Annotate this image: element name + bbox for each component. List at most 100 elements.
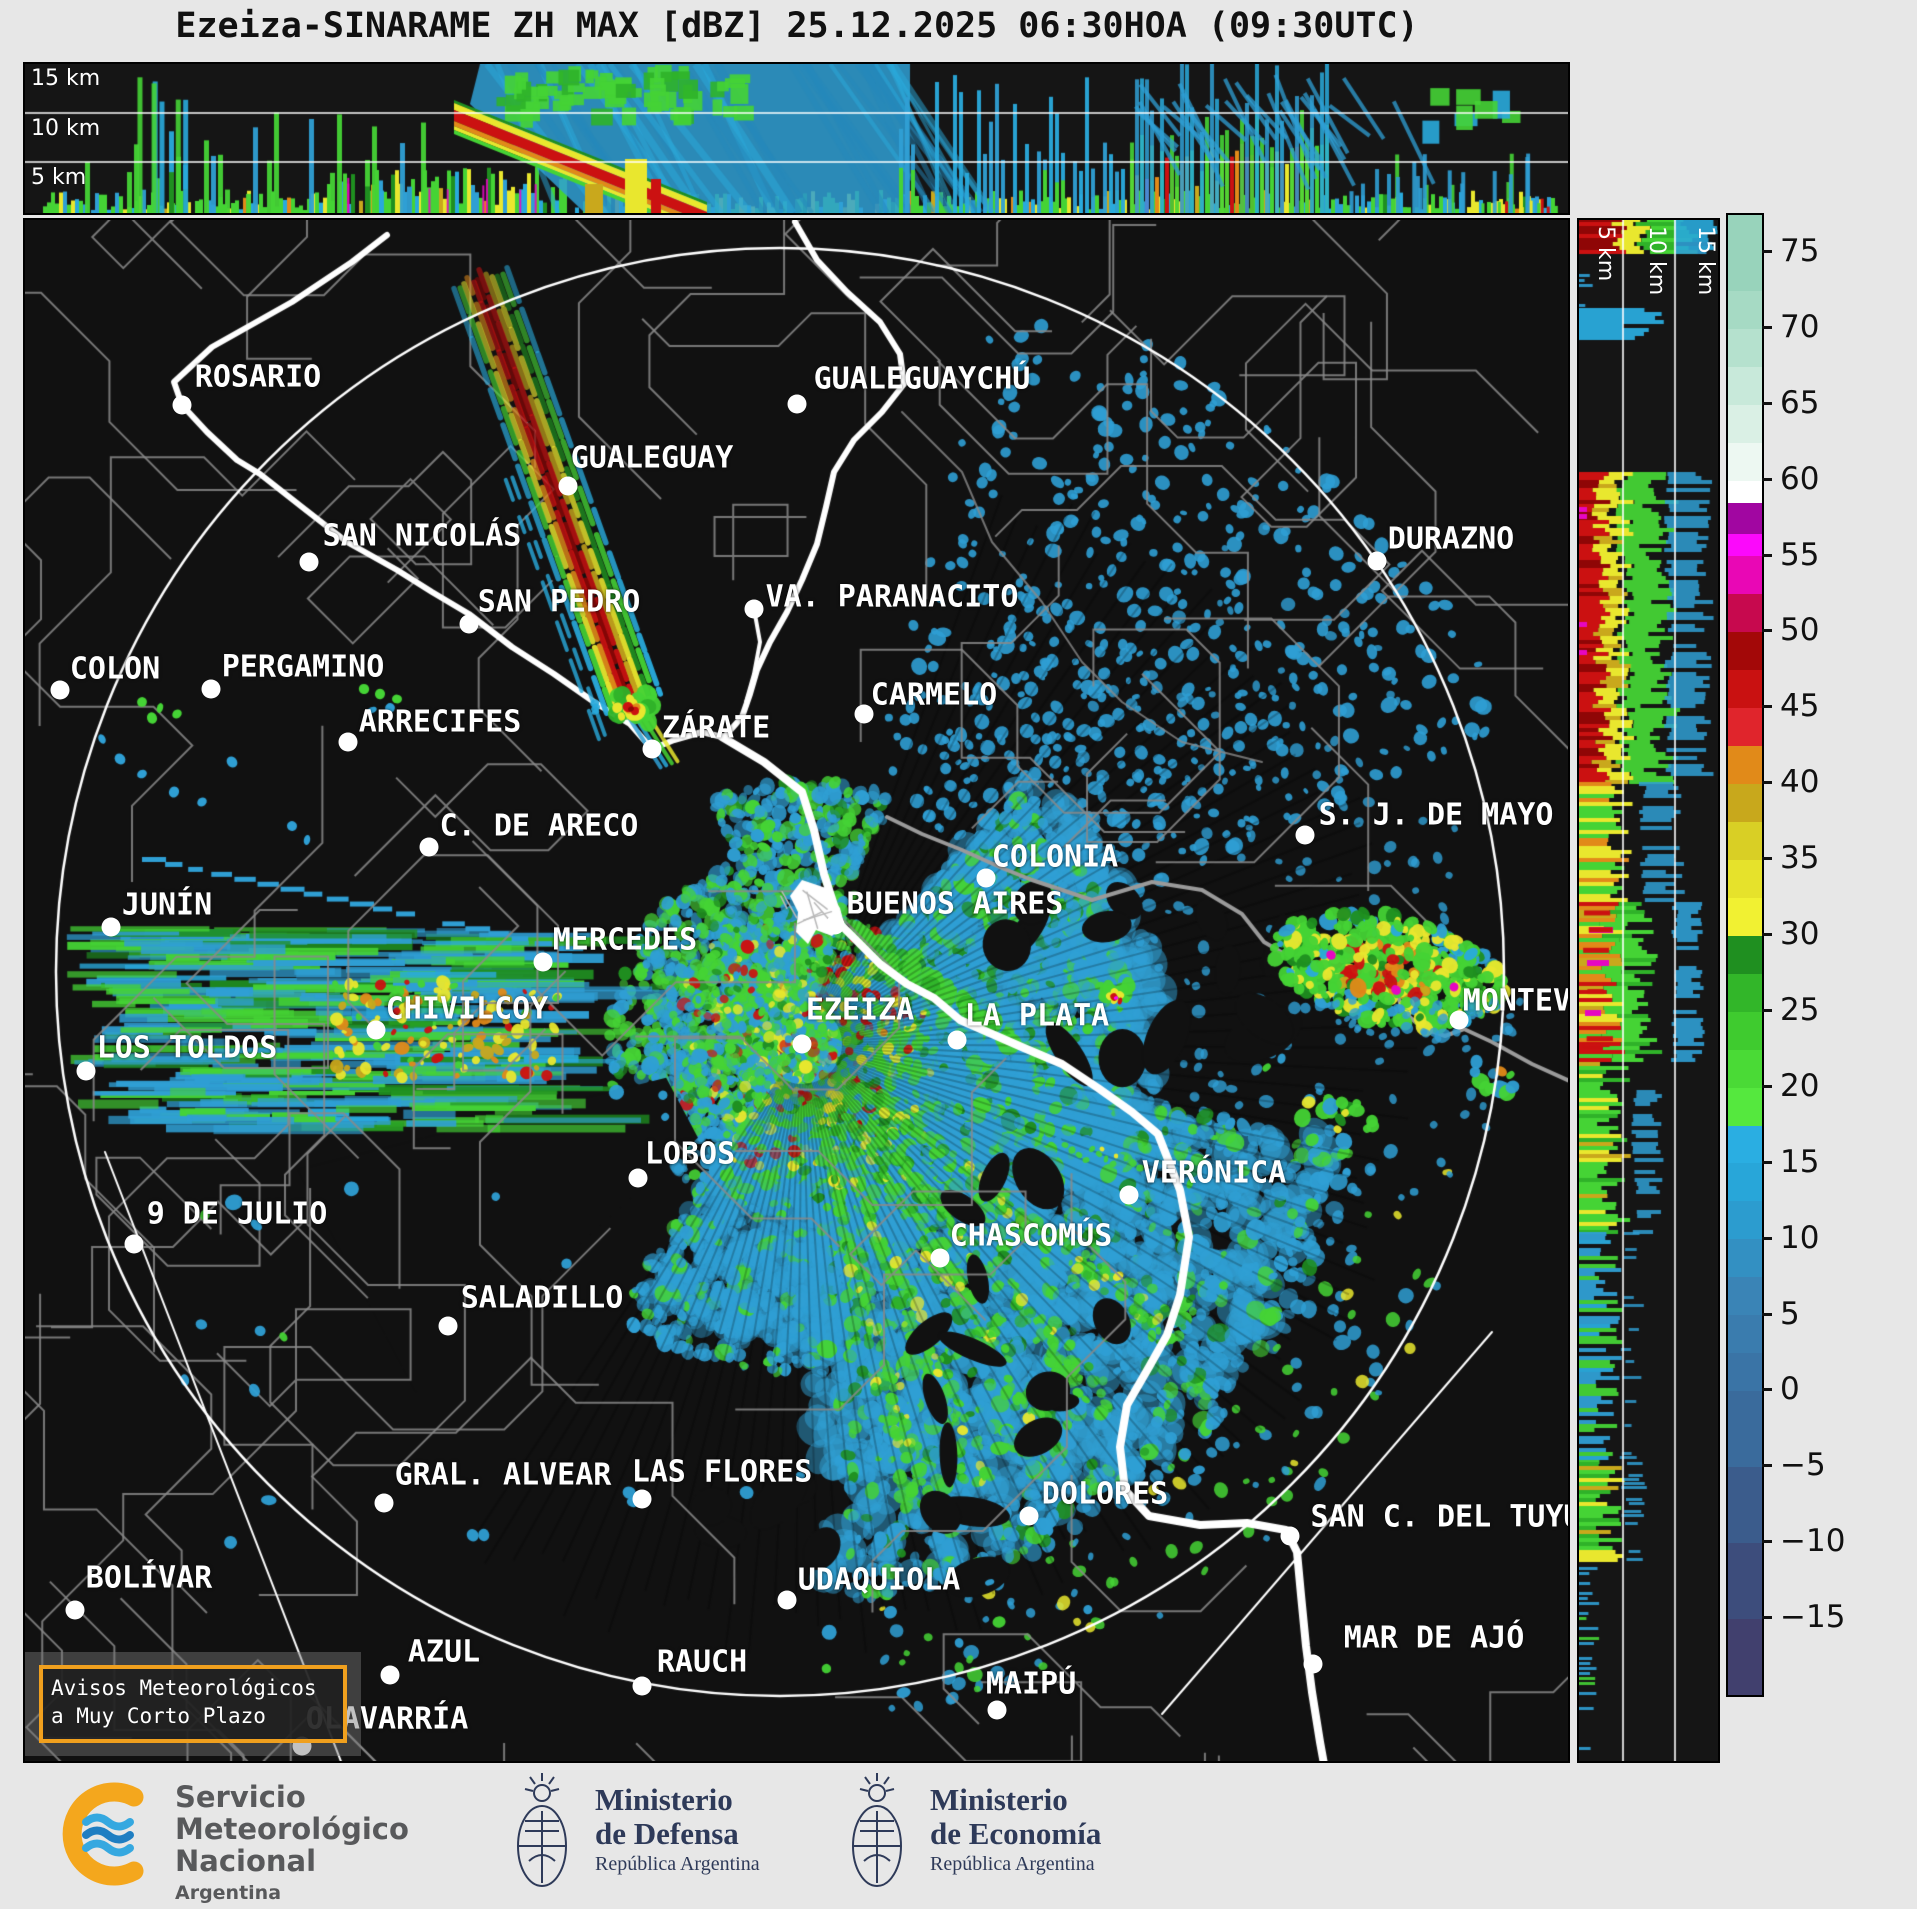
colorbar-tick-mark (1762, 629, 1772, 633)
city-label: AZUL (407, 1634, 481, 1670)
colorbar-tick-mark (1762, 325, 1772, 329)
colorbar-segment (1728, 594, 1762, 633)
side-cross-section-panel: 5 km 10 km 15 km (1577, 218, 1720, 1763)
city-dot (632, 1676, 652, 1696)
city-dot (50, 680, 70, 700)
smn-logo-icon (62, 1782, 144, 1886)
city-dot (172, 395, 192, 415)
city-label: LOBOS (644, 1136, 736, 1172)
city-dot (438, 1316, 458, 1336)
city-dot (632, 1489, 652, 1509)
colorbar-tick-mark (1762, 1084, 1772, 1088)
city-dot (1367, 551, 1387, 571)
colorbar-segment (1728, 480, 1762, 504)
colorbar-tick-label: 15 (1780, 1143, 1820, 1180)
city-dot (380, 1665, 400, 1685)
city-label: LA PLATA (964, 998, 1110, 1034)
radar-map-panel: ROSARIO GUALEGUAYCHÚ GUALEGUAY SAN NICOLÁS D… (23, 218, 1570, 1763)
city-label: RAUCH (656, 1644, 748, 1680)
side-cross-section-canvas (1579, 220, 1718, 1761)
city-label: MAIPÚ (985, 1666, 1077, 1702)
city-label: SAN NICOLÁS (322, 518, 522, 554)
city-label: ROSARIO (194, 359, 322, 395)
city-label: 9 DE JULIO (146, 1196, 328, 1232)
colorbar-segment (1728, 1391, 1762, 1467)
colorbar-segment (1728, 784, 1762, 823)
top-cross-section-panel: 15 km 10 km 5 km (23, 62, 1570, 215)
colorbar-segment (1728, 822, 1762, 860)
colorbar-tick-mark (1762, 553, 1772, 557)
city-label: ARRECIFES (358, 704, 522, 740)
city-dot (124, 1234, 144, 1254)
city-dot (374, 1493, 394, 1513)
city-label: ZÁRATE (661, 710, 771, 746)
colorbar-tick-label: 25 (1780, 991, 1820, 1028)
side-axis-label-5km: 5 km (1593, 226, 1618, 282)
city-dot (792, 1034, 812, 1054)
city-dot (854, 704, 874, 724)
colorbar-tick-mark (1762, 1312, 1772, 1316)
colorbar-tick-label: −5 (1780, 1447, 1826, 1484)
colorbar-segment (1728, 1277, 1762, 1316)
city-dot (628, 1168, 648, 1188)
colorbar-segment (1728, 215, 1762, 291)
colorbar-tick-mark (1762, 1388, 1772, 1392)
city-dot (338, 732, 358, 752)
footer: Servicio Meteorológico Nacional Argentin… (0, 1763, 1917, 1909)
colorbar-segment (1728, 1049, 1762, 1088)
page-title: Ezeiza-SINARAME ZH MAX [dBZ] 25.12.2025 … (175, 6, 1419, 46)
city-dot (825, 915, 845, 935)
city-label: PERGAMINO (221, 649, 385, 685)
city-dot (558, 476, 578, 496)
city-label: BUENOS AIRES (846, 886, 1064, 922)
colorbar-tick-mark (1762, 1160, 1772, 1164)
city-label: S. J. DE MAYO (1318, 797, 1554, 833)
colorbar-segment (1728, 897, 1762, 936)
colorbar-tick-mark (1762, 705, 1772, 709)
colorbar-tick-label: 0 (1780, 1371, 1800, 1408)
city-dot (976, 868, 996, 888)
top-cross-section-canvas (25, 64, 1568, 213)
side-axis-label-10km: 10 km (1644, 226, 1669, 296)
colorbar-tick-mark (1762, 1616, 1772, 1620)
city-dot (642, 739, 662, 759)
city-dot (777, 1590, 797, 1610)
colorbar-segment (1728, 1315, 1762, 1354)
city-label: VA. PARANACITO (765, 579, 1019, 615)
colorbar-segment (1728, 1125, 1762, 1164)
colorbar-tick-label: −10 (1780, 1523, 1846, 1560)
colorbar-segment (1728, 290, 1762, 329)
city-dot (1119, 1185, 1139, 1205)
colorbar-segment (1728, 859, 1762, 898)
colorbar-tick-mark (1762, 857, 1772, 861)
city-label: JUNÍN (121, 887, 213, 923)
city-label: SAN PEDRO (477, 584, 641, 620)
city-dot (1019, 1506, 1039, 1526)
city-label: GUALEGUAY (570, 440, 734, 476)
city-dot (299, 552, 319, 572)
city-label: MONTEVIDEO (1462, 983, 1570, 1019)
colorbar-segment (1728, 1239, 1762, 1278)
economia-line1: Ministerio (930, 1782, 1068, 1817)
colorbar-segment (1728, 1087, 1762, 1126)
defensa-line1: Ministerio (595, 1782, 733, 1817)
colorbar-tick-label: 50 (1780, 612, 1820, 649)
city-dot (930, 1248, 950, 1268)
defensa-coat-of-arms-icon (517, 1773, 567, 1887)
colorbar-tick-label: 70 (1780, 308, 1820, 345)
colorbar-tick-mark (1762, 401, 1772, 405)
colorbar-tick-label: −15 (1780, 1599, 1846, 1636)
city-dot (419, 837, 439, 857)
short-term-warnings-notice[interactable]: Avisos Meteorológicos a Muy Corto Plazo (39, 1665, 347, 1743)
city-dot (1295, 825, 1315, 845)
colorbar-segment (1728, 556, 1762, 595)
colorbar-tick-label: 60 (1780, 460, 1820, 497)
city-label: GUALEGUAYCHÚ (813, 361, 1031, 397)
colorbar-tick-label: 40 (1780, 764, 1820, 801)
city-dot (65, 1600, 85, 1620)
notice-line2: a Muy Corto Plazo (51, 1704, 266, 1728)
colorbar-segment (1728, 1618, 1762, 1695)
city-dot (1449, 1010, 1469, 1030)
smn-country: Argentina (175, 1882, 282, 1904)
